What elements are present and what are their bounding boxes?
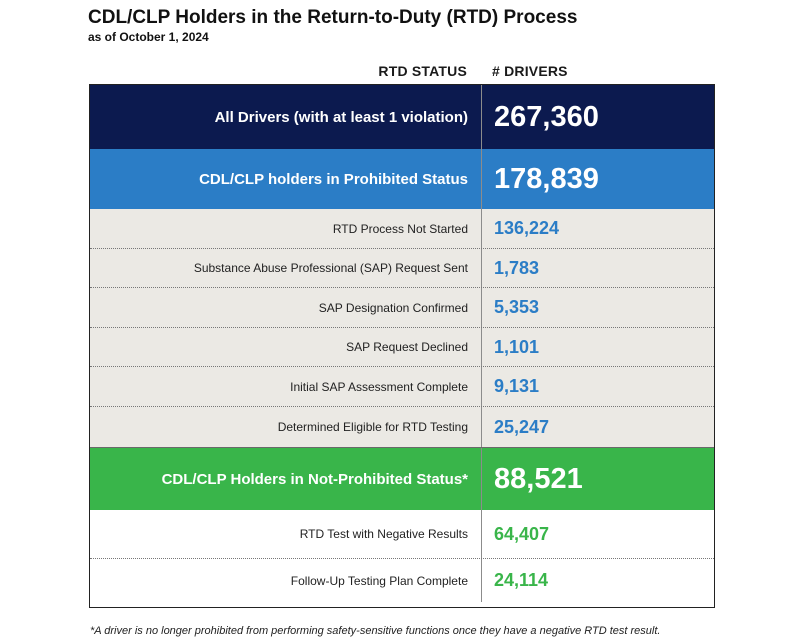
column-header-drivers: # DRIVERS — [492, 63, 568, 79]
rtd-status-label: Initial SAP Assessment Complete — [290, 379, 468, 394]
table-row: Determined Eligible for RTD Testing 25,24… — [90, 407, 714, 448]
footnote: *A driver is no longer prohibited from p… — [90, 625, 661, 637]
rtd-status-label: Determined Eligible for RTD Testing — [277, 420, 468, 434]
table-row: RTD Test with Negative Results 64,407 — [90, 510, 714, 559]
driver-count: 1,101 — [481, 328, 714, 366]
table-row: Substance Abuse Professional (SAP) Reque… — [90, 249, 714, 288]
rtd-status-label: CDL/CLP holders in Prohibited Status — [199, 170, 468, 188]
table-row-summary: CDL/CLP Holders in Not-Prohibited Status… — [90, 448, 714, 510]
driver-count: 88,521 — [481, 448, 714, 510]
table-row: SAP Designation Confirmed 5,353 — [90, 288, 714, 328]
table-row-summary: CDL/CLP holders in Prohibited Status 178,… — [90, 149, 714, 209]
driver-count: 136,224 — [481, 209, 714, 248]
table-row: Initial SAP Assessment Complete 9,131 — [90, 367, 714, 407]
rtd-status-table: All Drivers (with at least 1 violation) 2… — [89, 84, 715, 608]
rtd-status-label: SAP Request Declined — [346, 340, 468, 354]
column-header-rtd-status: RTD STATUS — [378, 63, 467, 79]
rtd-status-label: Follow-Up Testing Plan Complete — [290, 573, 468, 588]
table-row: SAP Request Declined 1,101 — [90, 328, 714, 367]
rtd-status-label: RTD Test with Negative Results — [299, 527, 468, 541]
driver-count: 1,783 — [481, 249, 714, 287]
chart-subtitle: as of October 1, 2024 — [88, 30, 209, 44]
driver-count: 24,114 — [481, 559, 714, 602]
driver-count: 267,360 — [481, 85, 714, 149]
driver-count: 25,247 — [481, 407, 714, 447]
driver-count: 5,353 — [481, 288, 714, 327]
driver-count: 178,839 — [481, 149, 714, 209]
rtd-status-label: CDL/CLP Holders in Not-Prohibited Status… — [161, 470, 468, 488]
rtd-status-label: All Drivers (with at least 1 violation) — [214, 108, 468, 126]
rtd-status-label: RTD Process Not Started — [332, 221, 468, 236]
chart-title: CDL/CLP Holders in the Return-to-Duty (R… — [88, 7, 578, 28]
driver-count: 64,407 — [481, 510, 714, 558]
rtd-status-label: Substance Abuse Professional (SAP) Reque… — [193, 261, 468, 275]
rtd-status-label: SAP Designation Confirmed — [318, 300, 468, 315]
table-row: RTD Process Not Started 136,224 — [90, 209, 714, 249]
table-row-summary: All Drivers (with at least 1 violation) 2… — [90, 85, 714, 149]
table-row: Follow-Up Testing Plan Complete 24,114 — [90, 559, 714, 602]
driver-count: 9,131 — [481, 367, 714, 406]
